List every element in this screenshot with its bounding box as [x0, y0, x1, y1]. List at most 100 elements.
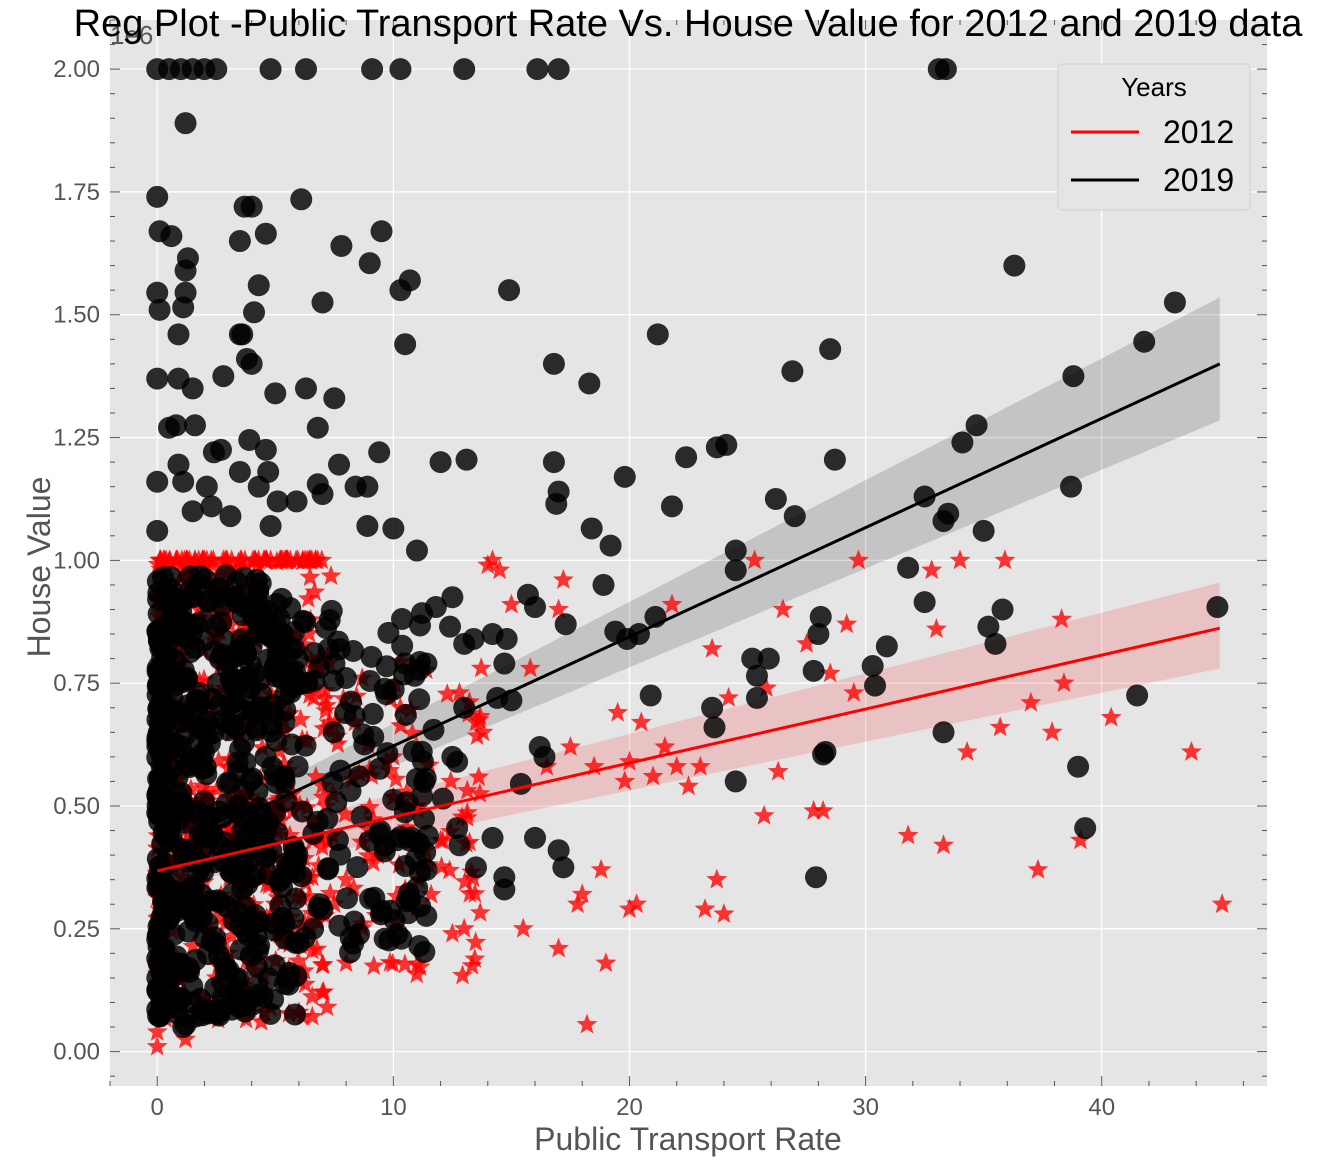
circle-point-2019 — [439, 615, 462, 638]
circle-point-2019 — [174, 1013, 197, 1036]
star-point-2012 — [299, 566, 321, 587]
circle-point-2019 — [391, 634, 414, 657]
star-point-2012 — [175, 1028, 196, 1049]
circle-point-2019 — [542, 352, 565, 375]
star-point-2012 — [379, 951, 401, 972]
star-point-2012 — [848, 549, 869, 570]
circle-point-2019 — [408, 688, 431, 711]
star-point-2012 — [560, 736, 581, 756]
star-point-2012 — [244, 549, 266, 570]
star-point-2012 — [315, 694, 337, 715]
star-point-2012 — [314, 679, 336, 700]
circle-point-2019 — [613, 465, 636, 488]
circle-point-2019 — [202, 640, 225, 663]
circle-point-2019 — [184, 414, 207, 437]
circle-point-2019 — [174, 259, 197, 282]
star-point-2012 — [654, 736, 676, 756]
star-point-2012 — [465, 931, 487, 952]
star-point-2012 — [440, 770, 462, 791]
circle-point-2019 — [578, 372, 601, 395]
star-point-2012 — [470, 657, 492, 678]
circle-point-2019 — [261, 701, 284, 724]
star-point-2012 — [567, 893, 588, 914]
circle-point-2019 — [1126, 684, 1149, 707]
circle-point-2019 — [361, 58, 384, 81]
star-point-2012 — [396, 780, 418, 801]
star-point-2012 — [441, 922, 463, 943]
star-point-2012 — [316, 996, 338, 1017]
circle-point-2019 — [809, 605, 832, 628]
star-point-2012 — [254, 549, 276, 570]
axis-ticks — [109, 19, 1267, 1086]
circle-point-2019 — [155, 767, 178, 790]
circle-point-2019 — [283, 637, 306, 660]
circle-point-2019 — [764, 487, 787, 510]
star-point-2012 — [312, 981, 333, 1002]
chart-title: Reg Plot -Public Transport Rate Vs. Hous… — [74, 3, 1304, 45]
star-point-2012 — [1211, 893, 1233, 914]
circle-point-2019 — [1060, 475, 1083, 498]
circle-point-2019 — [382, 517, 405, 540]
circle-point-2019 — [195, 475, 218, 498]
circle-point-2019 — [370, 903, 393, 926]
star-point-2012 — [396, 817, 418, 837]
star-point-2012 — [583, 755, 605, 776]
circle-point-2019 — [361, 702, 384, 725]
star-point-2012 — [311, 836, 333, 857]
circle-point-2019 — [148, 298, 171, 321]
star-point-2012 — [452, 964, 473, 985]
star-point-2012 — [311, 954, 333, 974]
star-point-2012 — [619, 898, 640, 919]
star-point-2012 — [456, 801, 478, 822]
circle-point-2019 — [146, 185, 169, 208]
circle-point-2019 — [446, 817, 469, 840]
circle-point-2019 — [547, 480, 570, 503]
circle-point-2019 — [309, 893, 332, 916]
circle-point-2019 — [328, 453, 351, 476]
circle-point-2019 — [285, 490, 308, 513]
circle-point-2019 — [146, 801, 169, 824]
circle-point-2019 — [453, 696, 476, 719]
star-point-2012 — [465, 711, 487, 732]
circle-point-2019 — [334, 702, 357, 725]
circle-point-2019 — [264, 382, 287, 405]
circle-point-2019 — [552, 856, 575, 879]
circle-point-2019 — [415, 858, 438, 881]
star-point-2012 — [819, 662, 841, 683]
star-point-2012 — [772, 598, 794, 619]
star-point-2012 — [933, 834, 954, 855]
circle-point-2019 — [334, 667, 357, 690]
circle-point-2019 — [386, 922, 409, 945]
star-point-2012 — [390, 714, 412, 735]
star-point-2012 — [385, 768, 407, 789]
circle-point-2019 — [149, 656, 172, 679]
star-point-2012 — [1181, 741, 1202, 761]
circle-point-2019 — [239, 769, 262, 792]
star-point-2012 — [472, 721, 494, 742]
circle-point-2019 — [283, 1003, 306, 1026]
circle-point-2019 — [356, 514, 379, 537]
circle-point-2019 — [415, 652, 438, 675]
circle-point-2019 — [167, 453, 190, 476]
circle-point-2019 — [389, 825, 412, 848]
star-point-2012 — [456, 779, 478, 800]
star-point-2012 — [287, 950, 309, 970]
circle-point-2019 — [250, 604, 273, 627]
star-point-2012 — [297, 587, 319, 608]
star-point-2012 — [454, 870, 476, 891]
star-point-2012 — [464, 948, 486, 968]
star-point-2012 — [296, 549, 318, 570]
circle-point-2019 — [547, 839, 570, 862]
circle-point-2019 — [247, 274, 270, 297]
y-tick-label: 0.00 — [53, 1039, 100, 1066]
star-point-2012 — [461, 954, 483, 975]
circle-point-2019 — [240, 352, 263, 375]
circle-point-2019 — [317, 638, 340, 661]
circle-point-2019 — [323, 387, 346, 410]
star-point-2012 — [630, 711, 652, 732]
circle-point-2019 — [173, 799, 196, 822]
star-point-2012 — [451, 806, 473, 827]
circle-point-2019 — [394, 703, 417, 726]
circle-point-2019 — [146, 978, 169, 1001]
